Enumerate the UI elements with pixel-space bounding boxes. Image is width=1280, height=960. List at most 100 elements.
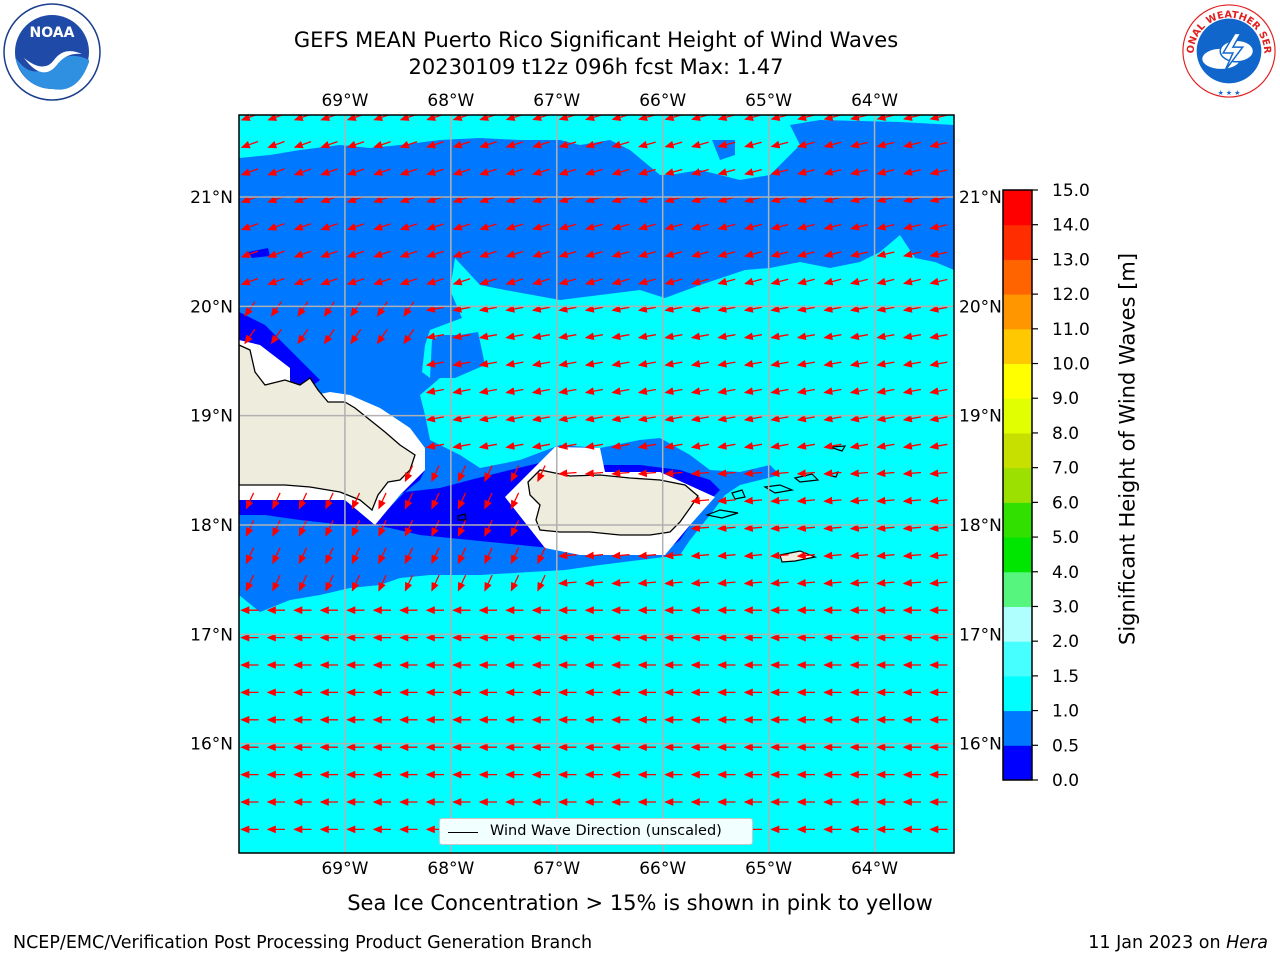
wind-wave-arrow xyxy=(823,442,842,450)
wind-wave-arrow xyxy=(478,387,498,395)
colorbar-tick-label: 1.0 xyxy=(1052,702,1079,722)
wind-wave-arrow xyxy=(823,222,842,231)
wind-wave-arrow xyxy=(797,140,815,149)
wind-wave-arrow xyxy=(373,277,391,286)
wind-wave-arrow xyxy=(584,305,604,313)
wind-wave-arrow xyxy=(902,359,922,368)
wind-wave-arrow xyxy=(876,524,895,532)
lat-label-right: 17°N xyxy=(959,625,1002,645)
wind-wave-arrow xyxy=(452,277,471,286)
wind-wave-arrow xyxy=(770,387,789,395)
wind-wave-arrow xyxy=(637,387,657,395)
lat-label-left: 16°N xyxy=(190,735,233,755)
wind-wave-arrow xyxy=(849,359,869,368)
wind-wave-arrow xyxy=(584,359,604,368)
wind-wave-arrow xyxy=(876,277,895,286)
wind-wave-arrow xyxy=(532,277,550,286)
wind-wave-arrow xyxy=(797,195,815,204)
wind-wave-arrow xyxy=(664,223,683,231)
wind-wave-arrow xyxy=(325,574,334,592)
wind-wave-arrow xyxy=(717,168,736,176)
wind-wave-arrow xyxy=(744,223,762,231)
wind-wave-arrow xyxy=(426,168,444,176)
wind-wave-arrow xyxy=(770,524,789,532)
wind-wave-arrow xyxy=(425,442,445,450)
wind-wave-arrow xyxy=(584,469,604,478)
wind-wave-arrow xyxy=(744,168,762,176)
wind-wave-arrow xyxy=(929,305,948,313)
wind-wave-arrow xyxy=(876,168,895,176)
wind-wave-arrow xyxy=(240,223,259,231)
footer-machine: Hera xyxy=(1226,933,1268,953)
wind-wave-arrow xyxy=(426,277,444,286)
wind-wave-arrow xyxy=(902,222,921,231)
wind-wave-arrow xyxy=(376,301,388,317)
wind-wave-arrow xyxy=(373,250,391,258)
wind-wave-arrow xyxy=(611,250,630,258)
wind-wave-arrow xyxy=(510,465,520,483)
wind-wave-arrow xyxy=(611,578,630,587)
wind-wave-arrow xyxy=(717,277,736,286)
colorbar-tick-label: 6.0 xyxy=(1052,493,1079,513)
wind-wave-arrow xyxy=(558,140,577,149)
wind-wave-arrow xyxy=(297,328,309,345)
footer-credit: NCEP/EMC/Verification Post Processing Pr… xyxy=(13,933,593,953)
wind-wave-arrow xyxy=(537,465,546,483)
wind-wave-arrow xyxy=(717,305,736,313)
wind-wave-arrow xyxy=(638,140,656,149)
wind-wave-arrow xyxy=(743,469,763,478)
wind-wave-arrow xyxy=(823,524,842,532)
colorbar-segment xyxy=(1003,294,1032,330)
wind-wave-arrow xyxy=(558,250,577,258)
wind-wave-arrow xyxy=(637,442,657,450)
wind-wave-arrow xyxy=(457,465,467,483)
wind-wave-arrow xyxy=(770,551,789,560)
wind-wave-arrow xyxy=(484,520,493,537)
wind-wave-arrow xyxy=(373,223,391,231)
svg-text:★ ★ ★: ★ ★ ★ xyxy=(1218,89,1241,97)
wind-wave-arrow xyxy=(505,387,524,395)
wind-wave-arrow xyxy=(797,222,815,231)
wind-wave-arrow xyxy=(849,168,868,176)
wind-wave-arrow xyxy=(770,578,789,587)
wind-wave-arrow xyxy=(403,301,415,317)
wind-wave-arrow xyxy=(664,305,683,313)
wind-wave-arrow xyxy=(664,551,683,560)
wind-wave-arrow xyxy=(876,332,895,341)
wind-wave-arrow xyxy=(505,414,524,423)
wind-wave-arrow xyxy=(611,168,630,176)
wind-wave-arrow xyxy=(664,332,683,341)
wind-wave-arrow xyxy=(876,222,895,231)
lat-label-left: 20°N xyxy=(190,297,233,317)
wind-wave-arrow xyxy=(690,305,710,313)
wind-wave-arrow xyxy=(611,359,630,368)
wind-wave-arrow xyxy=(876,496,895,505)
wind-wave-arrow xyxy=(770,442,789,450)
wind-wave-arrow xyxy=(717,332,736,341)
wind-wave-arrow xyxy=(823,469,842,478)
wind-wave-arrow xyxy=(272,574,281,592)
wind-wave-arrow xyxy=(245,492,255,510)
colorbar-segment xyxy=(1003,537,1032,573)
wind-wave-arrow xyxy=(743,442,763,450)
wind-wave-arrow xyxy=(690,496,710,505)
wind-wave-arrow xyxy=(297,301,309,317)
wind-wave-arrow xyxy=(293,223,312,231)
wind-wave-arrow xyxy=(638,223,656,231)
wind-wave-arrow xyxy=(637,414,657,423)
wind-wave-arrow xyxy=(585,223,603,231)
wind-wave-arrow xyxy=(717,250,736,258)
colorbar-segment xyxy=(1003,363,1032,399)
wind-wave-arrow xyxy=(558,414,577,423)
wind-wave-arrow xyxy=(823,332,842,341)
wind-wave-arrow xyxy=(584,551,604,560)
wind-wave-arrow xyxy=(320,140,338,149)
wind-wave-arrow xyxy=(558,277,577,286)
lat-label-right: 20°N xyxy=(959,297,1002,317)
wind-wave-arrow xyxy=(744,140,762,149)
wind-wave-arrow xyxy=(244,301,256,317)
wind-wave-arrow xyxy=(823,578,842,587)
wind-wave-arrow xyxy=(431,547,440,565)
wind-wave-arrow xyxy=(585,140,603,149)
wind-wave-arrow xyxy=(849,469,869,478)
